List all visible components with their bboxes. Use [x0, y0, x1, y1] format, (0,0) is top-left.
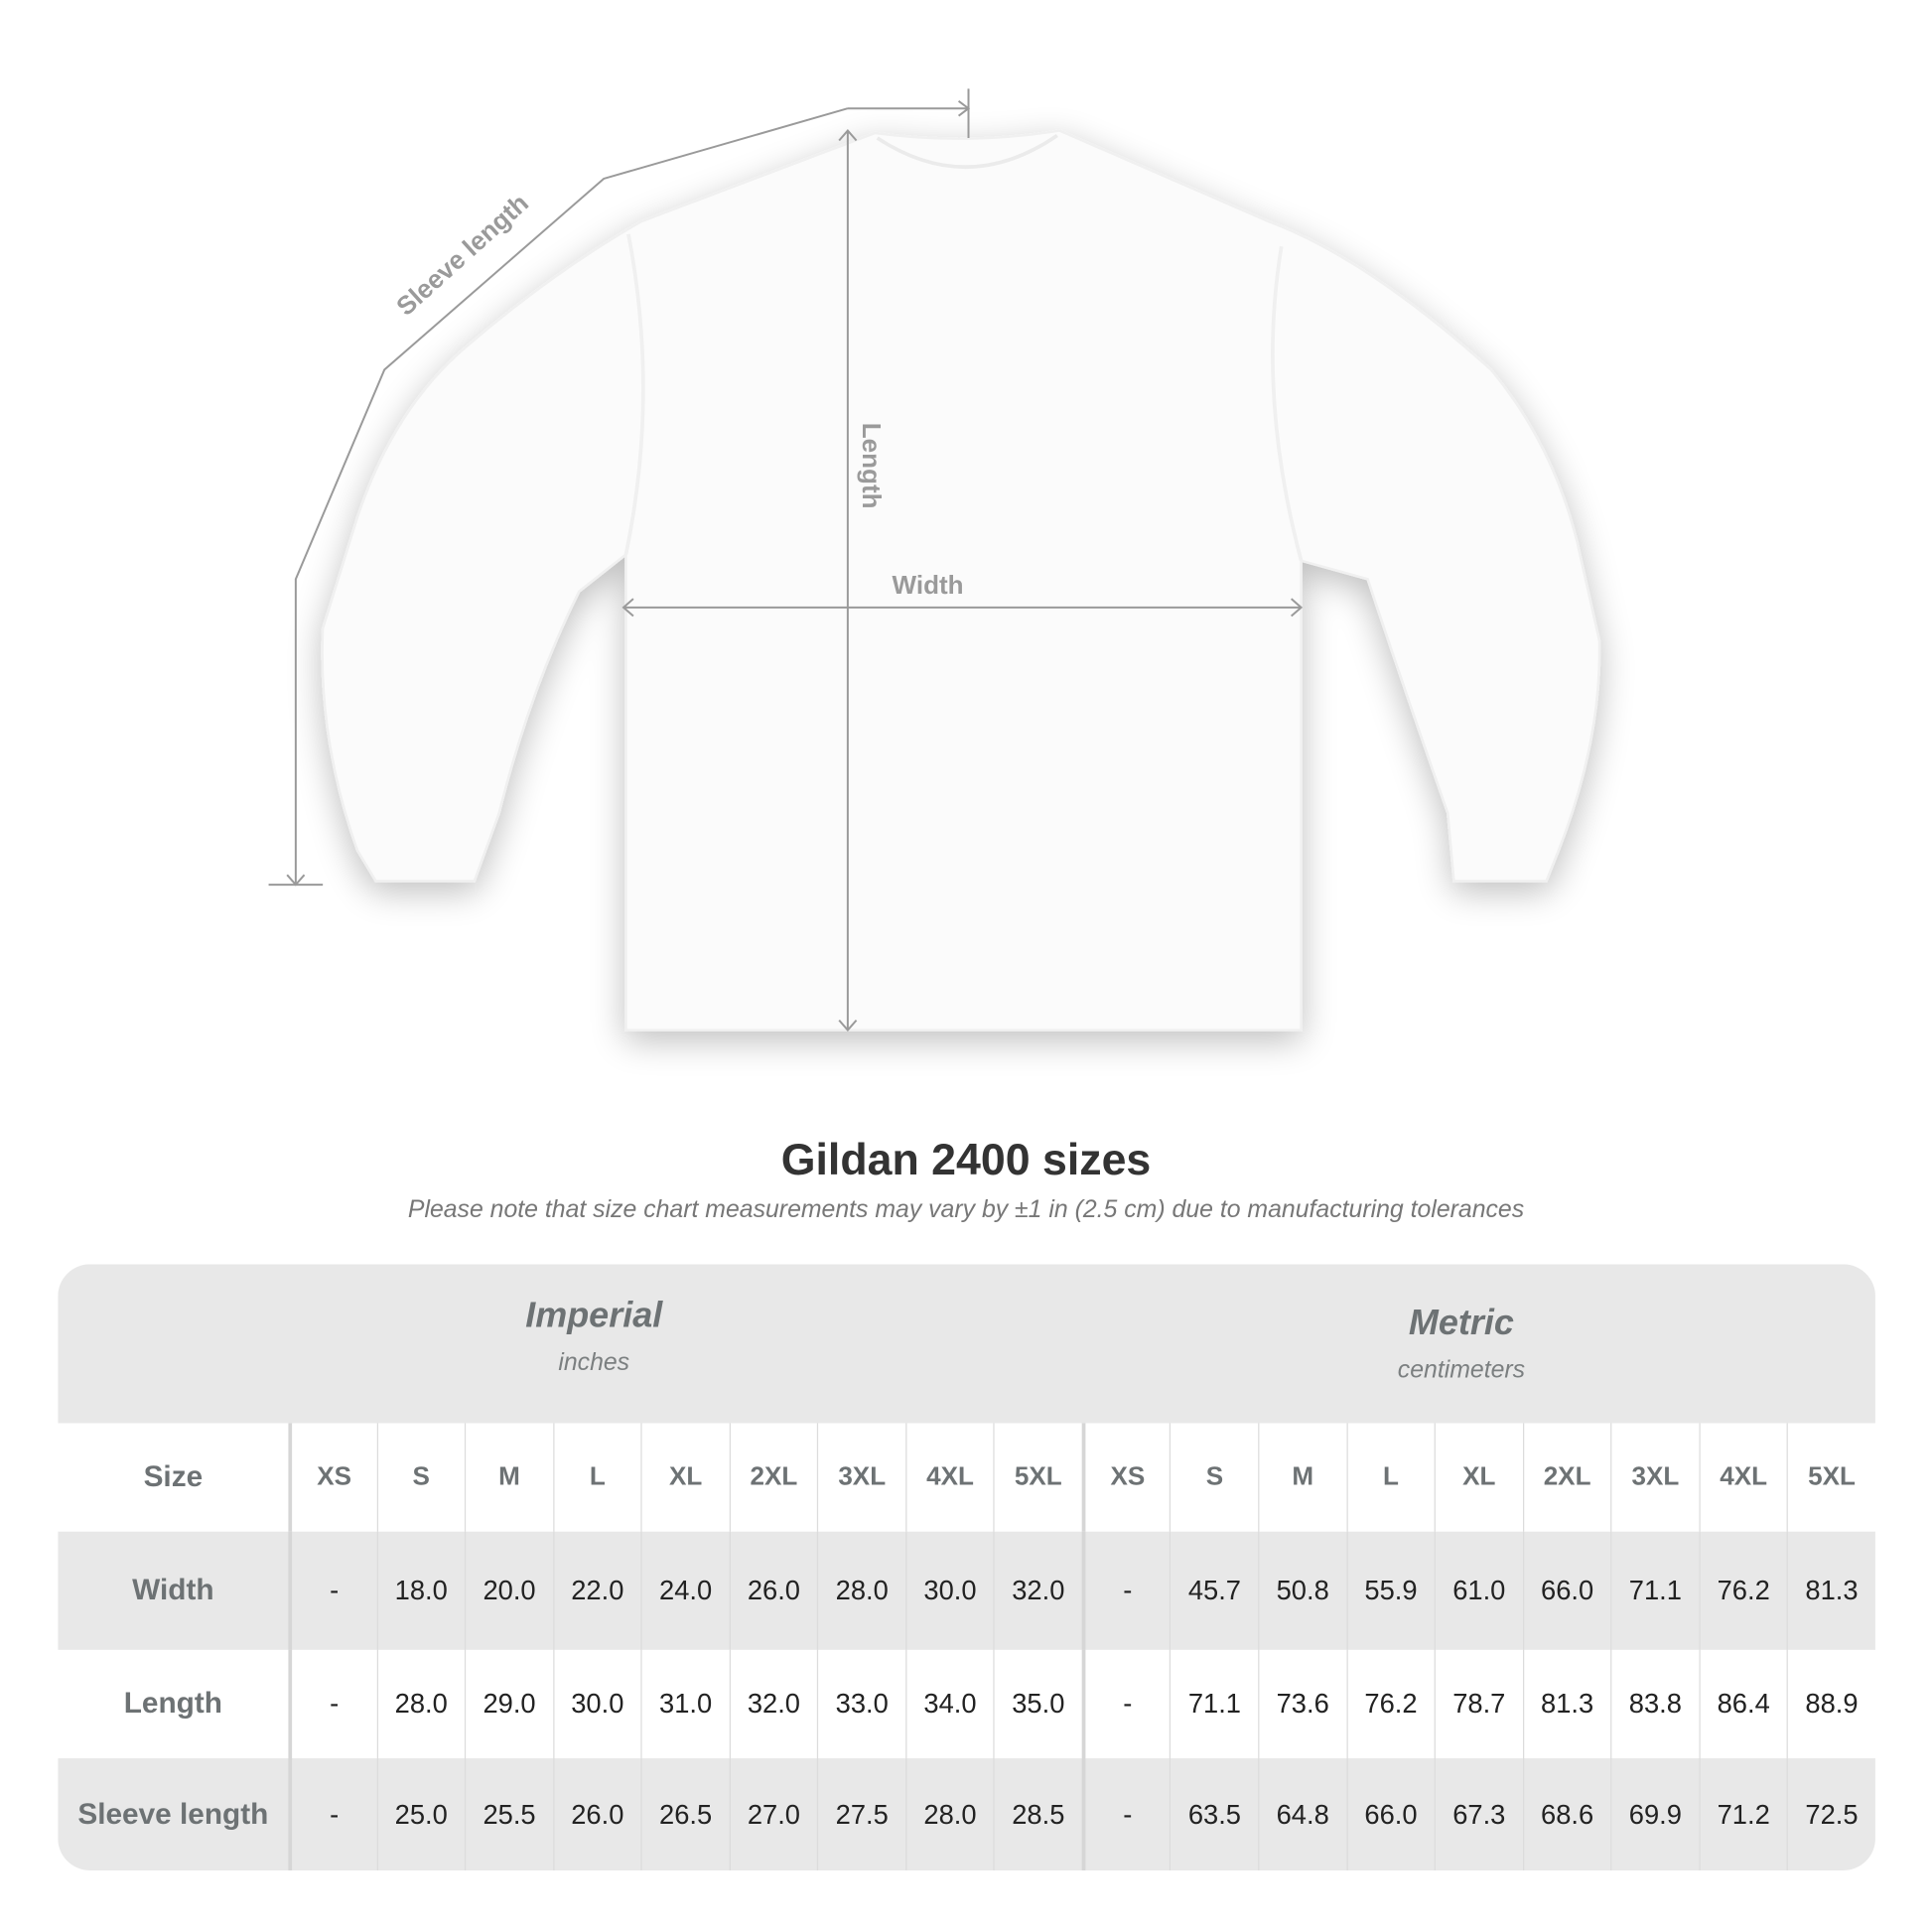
size-header-metric: XL: [1434, 1423, 1523, 1532]
size-header-imperial: 4XL: [904, 1423, 994, 1532]
cell-imperial: 24.0: [640, 1531, 730, 1650]
cell-metric: 63.5: [1170, 1758, 1258, 1870]
cell-metric: 71.1: [1170, 1649, 1258, 1759]
long-sleeve-shirt-image: [321, 129, 1601, 1032]
cell-imperial: 26.5: [640, 1758, 730, 1870]
table-row: Length -28.0 29.0 30.0 31.0 32.0 33.0 34.0 35.0-…: [58, 1649, 1875, 1759]
row-label: Sleeve length: [77, 1797, 269, 1831]
cell-metric: 61.0: [1434, 1531, 1523, 1650]
metric-group: Metric centimeters: [1092, 1304, 1832, 1385]
cell-imperial: 32.0: [993, 1531, 1082, 1650]
cell-imperial: -: [288, 1758, 376, 1870]
row-label: Width: [132, 1573, 214, 1607]
cell-metric: 45.7: [1170, 1531, 1258, 1650]
cell-metric: -: [1081, 1649, 1171, 1759]
page-title: Gildan 2400 sizes: [780, 1133, 1152, 1184]
cell-imperial: 18.0: [376, 1531, 465, 1650]
cell-metric: 78.7: [1434, 1649, 1523, 1759]
measurement-lines: [268, 88, 1304, 1033]
tolerance-note: Please note that size chart measurements…: [407, 1196, 1525, 1224]
row-label: Length: [123, 1687, 222, 1721]
cell-imperial: 30.0: [904, 1531, 994, 1650]
cell-metric: 68.6: [1522, 1758, 1611, 1870]
imperial-unit: inches: [558, 1349, 630, 1377]
size-header-imperial: 5XL: [993, 1423, 1082, 1532]
cell-metric: 66.0: [1345, 1758, 1435, 1870]
cell-imperial: 25.5: [465, 1758, 553, 1870]
size-header-imperial: XL: [640, 1423, 730, 1532]
size-header-imperial: 2XL: [729, 1423, 817, 1532]
cell-metric: 76.2: [1699, 1531, 1787, 1650]
cell-metric: 72.5: [1786, 1758, 1875, 1870]
cell-metric: 67.3: [1434, 1758, 1523, 1870]
cell-imperial: 20.0: [465, 1531, 553, 1650]
cell-metric: 81.3: [1786, 1531, 1875, 1650]
size-header-imperial: S: [376, 1423, 465, 1532]
cell-imperial: 27.5: [817, 1758, 905, 1870]
size-table: Imperial inches Metric centimeters Size X…: [58, 1264, 1875, 1870]
size-header-metric: L: [1345, 1423, 1435, 1532]
size-header-row: Size XS S M L XL 2XL 3XL 4XL 5XL XS S M L XL 2XL 3XL 4XL 5…: [58, 1423, 1875, 1532]
length-label: Length: [857, 423, 887, 509]
size-header-metric: S: [1170, 1423, 1258, 1532]
size-header-metric: M: [1258, 1423, 1346, 1532]
cell-imperial: -: [288, 1531, 376, 1650]
table-row: Width -18.0 20.0 22.0 24.0 26.0 28.0 30.0 32.0-4…: [58, 1531, 1875, 1650]
cell-metric: 73.6: [1258, 1649, 1346, 1759]
cell-imperial: 27.0: [729, 1758, 817, 1870]
cell-metric: 66.0: [1522, 1531, 1611, 1650]
imperial-group: Imperial inches: [224, 1297, 964, 1378]
cell-imperial: 35.0: [993, 1649, 1082, 1759]
cell-metric: 71.2: [1699, 1758, 1787, 1870]
shirt-diagram: Sleeve length Length Width: [268, 88, 1601, 1033]
size-header-imperial: L: [552, 1423, 641, 1532]
size-header-imperial: XS: [288, 1423, 376, 1532]
cell-imperial: 28.5: [993, 1758, 1082, 1870]
cell-metric: 83.8: [1610, 1649, 1699, 1759]
cell-imperial: 26.0: [552, 1758, 641, 1870]
row-label: Size: [143, 1459, 204, 1494]
cell-imperial: 32.0: [729, 1649, 817, 1759]
cell-metric: 50.8: [1258, 1531, 1346, 1650]
size-header-metric: 2XL: [1522, 1423, 1611, 1532]
cell-metric: 64.8: [1258, 1758, 1346, 1870]
size-header-metric: 3XL: [1610, 1423, 1699, 1532]
cell-imperial: 28.0: [904, 1758, 994, 1870]
cell-imperial: 28.0: [376, 1649, 465, 1759]
cell-metric: 55.9: [1345, 1531, 1435, 1650]
cell-metric: 71.1: [1610, 1531, 1699, 1650]
cell-imperial: 33.0: [817, 1649, 905, 1759]
cell-metric: 81.3: [1522, 1649, 1611, 1759]
cell-metric: -: [1081, 1758, 1171, 1870]
size-header-metric: 4XL: [1699, 1423, 1787, 1532]
cell-imperial: 22.0: [552, 1531, 641, 1650]
cell-metric: 86.4: [1699, 1649, 1787, 1759]
size-header-imperial: 3XL: [817, 1423, 905, 1532]
cell-imperial: 34.0: [904, 1649, 994, 1759]
cell-metric: 76.2: [1345, 1649, 1435, 1759]
table-row: Sleeve length -25.0 25.5 26.0 26.5 27.0 27.5 28…: [58, 1758, 1875, 1870]
size-header-metric: 5XL: [1786, 1423, 1875, 1532]
imperial-title: Imperial: [525, 1296, 663, 1336]
cell-metric: 88.9: [1786, 1649, 1875, 1759]
cell-imperial: 31.0: [640, 1649, 730, 1759]
unit-header: Imperial inches Metric centimeters: [58, 1264, 1875, 1424]
cell-imperial: 30.0: [552, 1649, 641, 1759]
size-header-metric: XS: [1081, 1423, 1171, 1532]
cell-imperial: 25.0: [376, 1758, 465, 1870]
cell-imperial: 28.0: [817, 1531, 905, 1650]
cell-metric: -: [1081, 1531, 1171, 1650]
cell-imperial: 26.0: [729, 1531, 817, 1650]
metric-unit: centimeters: [1397, 1356, 1526, 1384]
size-header-imperial: M: [465, 1423, 553, 1532]
cell-metric: 69.9: [1610, 1758, 1699, 1870]
metric-title: Metric: [1408, 1304, 1514, 1343]
cell-imperial: -: [288, 1649, 376, 1759]
cell-imperial: 29.0: [465, 1649, 553, 1759]
width-label: Width: [893, 570, 964, 600]
